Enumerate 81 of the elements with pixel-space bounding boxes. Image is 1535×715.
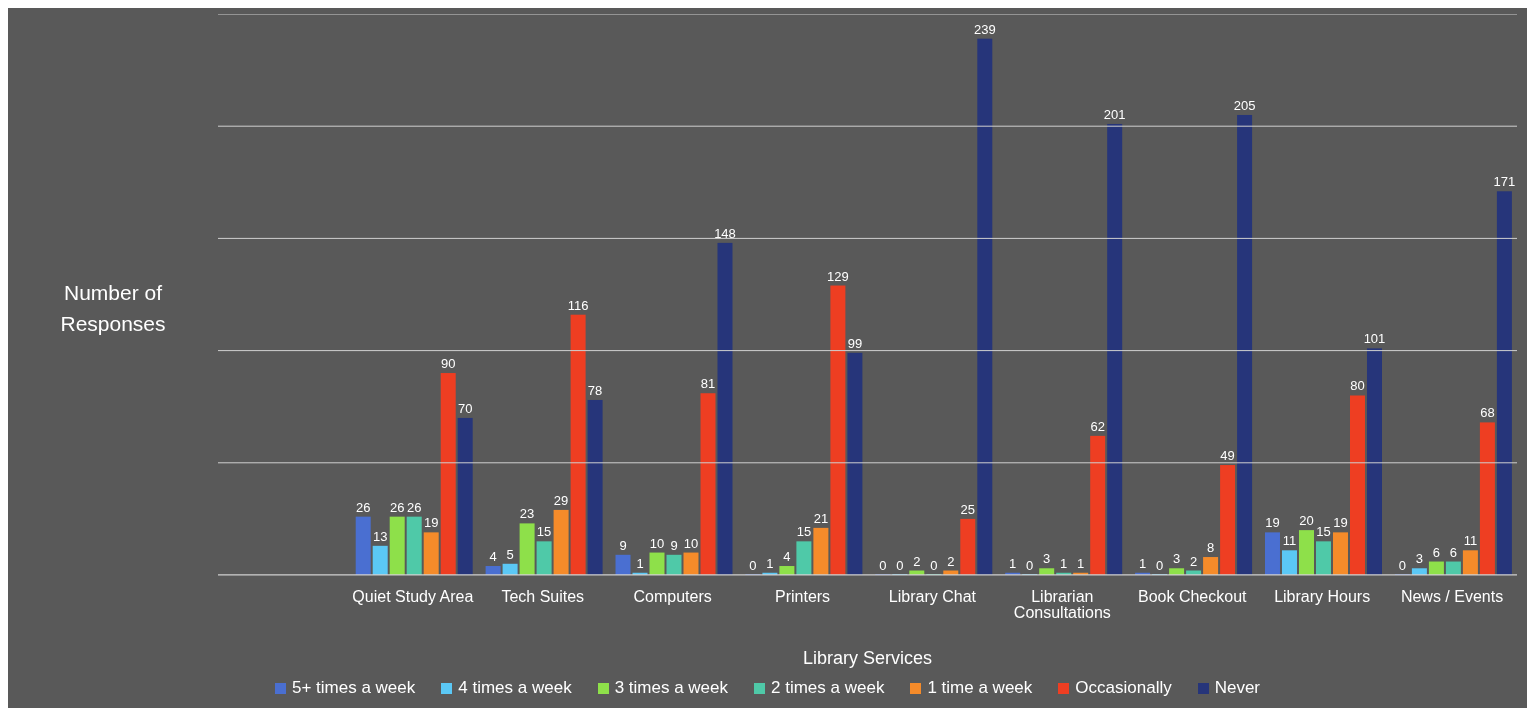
data-label: 2 [947,553,955,569]
data-label: 5 [506,546,514,562]
data-label: 6 [1432,544,1441,560]
data-label: 1 [1138,555,1147,571]
data-label: 129 [827,268,849,284]
x-tick-label: Printers [774,588,831,606]
legend-label: 4 times a week [457,678,572,698]
data-label: 78 [587,382,603,398]
data-label: 11 [1282,533,1297,549]
data-label: 1 [636,555,644,571]
data-label: 0 [879,558,887,573]
data-label: 25 [960,501,976,517]
data-label: 1 [1060,555,1068,571]
x-tick-label: News / Events [1400,588,1504,606]
x-tick-label: Book Checkout [1137,588,1248,606]
legend-label: Never [1213,678,1261,698]
legend-label: Occasionally [1074,678,1172,698]
data-label: 9 [619,537,627,553]
data-label: 15 [1316,524,1331,540]
data-label: 1 [1077,555,1085,571]
data-label: 19 [423,515,439,531]
data-label: 0 [1026,558,1034,573]
data-label: 80 [1350,378,1365,394]
data-label: 205 [1233,97,1256,113]
data-label: 0 [930,558,938,573]
data-label: 21 [813,510,829,526]
data-label: 0 [896,558,904,573]
data-label: 4 [489,549,497,565]
data-label: 101 [1363,331,1386,347]
data-label: 10 [649,535,665,551]
data-label: 0 [1398,558,1407,573]
data-label: 26 [406,499,422,515]
data-label: 3 [1172,551,1181,567]
data-label: 6 [1449,544,1458,560]
data-label: 8 [1206,540,1215,556]
data-label: 68 [1480,405,1495,421]
data-label: 1 [1009,555,1017,571]
data-label: 9 [670,537,678,553]
data-label: 10 [683,535,699,551]
data-label: 90 [440,356,456,372]
data-label: 0 [749,558,757,573]
x-tick-label: Computers [633,588,712,606]
data-label: 49 [1220,448,1235,464]
data-label: 19 [1265,515,1280,531]
data-label: 2 [913,553,921,569]
data-label: 116 [567,297,589,313]
data-label: 201 [1103,106,1126,122]
data-label: 3 [1043,551,1051,567]
data-label: 15 [536,524,552,540]
x-tick-label: Quiet Study Area [352,588,474,606]
data-label: 148 [714,225,736,241]
data-label: 99 [847,335,863,351]
legend-label: 2 times a week [770,678,885,698]
data-label: 3 [1415,551,1424,567]
data-label: 29 [553,492,569,508]
data-label: 70 [457,400,473,416]
data-label: 2 [1189,553,1198,569]
legend-label: 5+ times a week [290,678,416,698]
x-tick-label: Library Hours [1274,588,1371,606]
data-label: 11 [1463,533,1478,549]
legend-label: 1 time a week [926,678,1033,698]
data-label: 81 [700,376,716,392]
data-label: 26 [389,499,405,515]
data-label: 1 [766,555,774,571]
data-label: 15 [796,524,812,540]
data-label: 239 [973,21,996,37]
x-axis-title: Library Services [802,648,933,668]
data-label: 171 [1493,174,1516,190]
legend-label: 3 times a week [613,678,729,698]
data-label: 19 [1333,515,1348,531]
data-label: 23 [519,506,535,522]
data-label: 0 [1155,558,1164,573]
x-tick-label: Tech Suites [501,588,585,606]
data-label: 4 [783,549,791,565]
x-tick-label: Library Chat [888,588,977,606]
data-label: 20 [1299,513,1314,529]
data-label: 62 [1090,418,1105,434]
x-tick-label: Librarian Consultations [1013,588,1111,622]
y-axis-title: Number of Responses [59,279,167,337]
data-label: 13 [372,528,388,544]
data-label: 26 [355,499,371,515]
